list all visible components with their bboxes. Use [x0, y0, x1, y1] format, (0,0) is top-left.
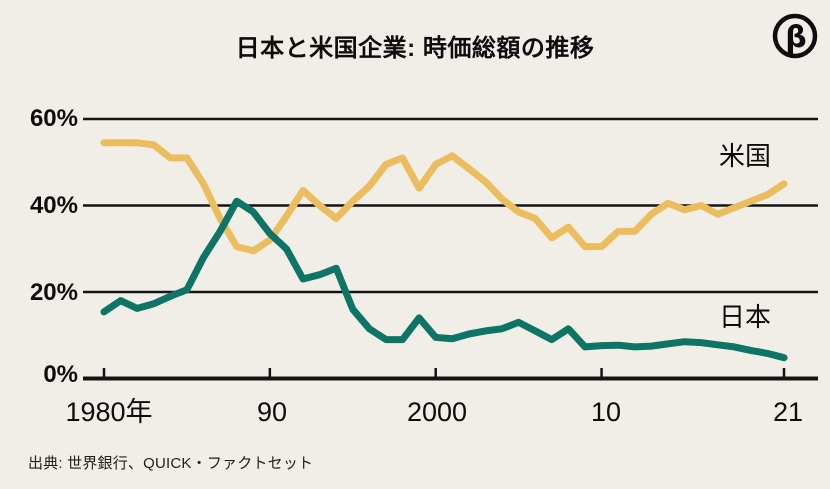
x-axis-label-2021: 21: [772, 397, 804, 427]
x-axis-label-2010: 10: [590, 397, 622, 427]
series-label-us: 米国: [718, 141, 772, 171]
y-axis-label-40: 40%: [29, 192, 78, 219]
bloomberg-logo: β: [771, 12, 819, 60]
us-line: [100, 139, 788, 255]
y-axis-label-60: 60%: [29, 105, 78, 132]
source-note: 出典: 世界銀行、QUICK・ファクトセット: [28, 455, 314, 472]
y-axis-label-0: 0%: [43, 361, 78, 388]
x-axis-label-2000: 2000: [406, 397, 468, 427]
series-label-japan: 日本: [718, 302, 772, 332]
page-title: 日本と米国企業: 時価総額の推移: [235, 35, 595, 62]
x-axis-label-1990: 90: [256, 397, 288, 427]
logo-beta-glyph: β: [785, 20, 806, 55]
logo-circle-icon: β: [772, 13, 818, 59]
x-axis-label-1980: 1980年: [65, 397, 153, 427]
y-axis-label-20: 20%: [29, 279, 78, 306]
japan-line: [100, 197, 788, 362]
